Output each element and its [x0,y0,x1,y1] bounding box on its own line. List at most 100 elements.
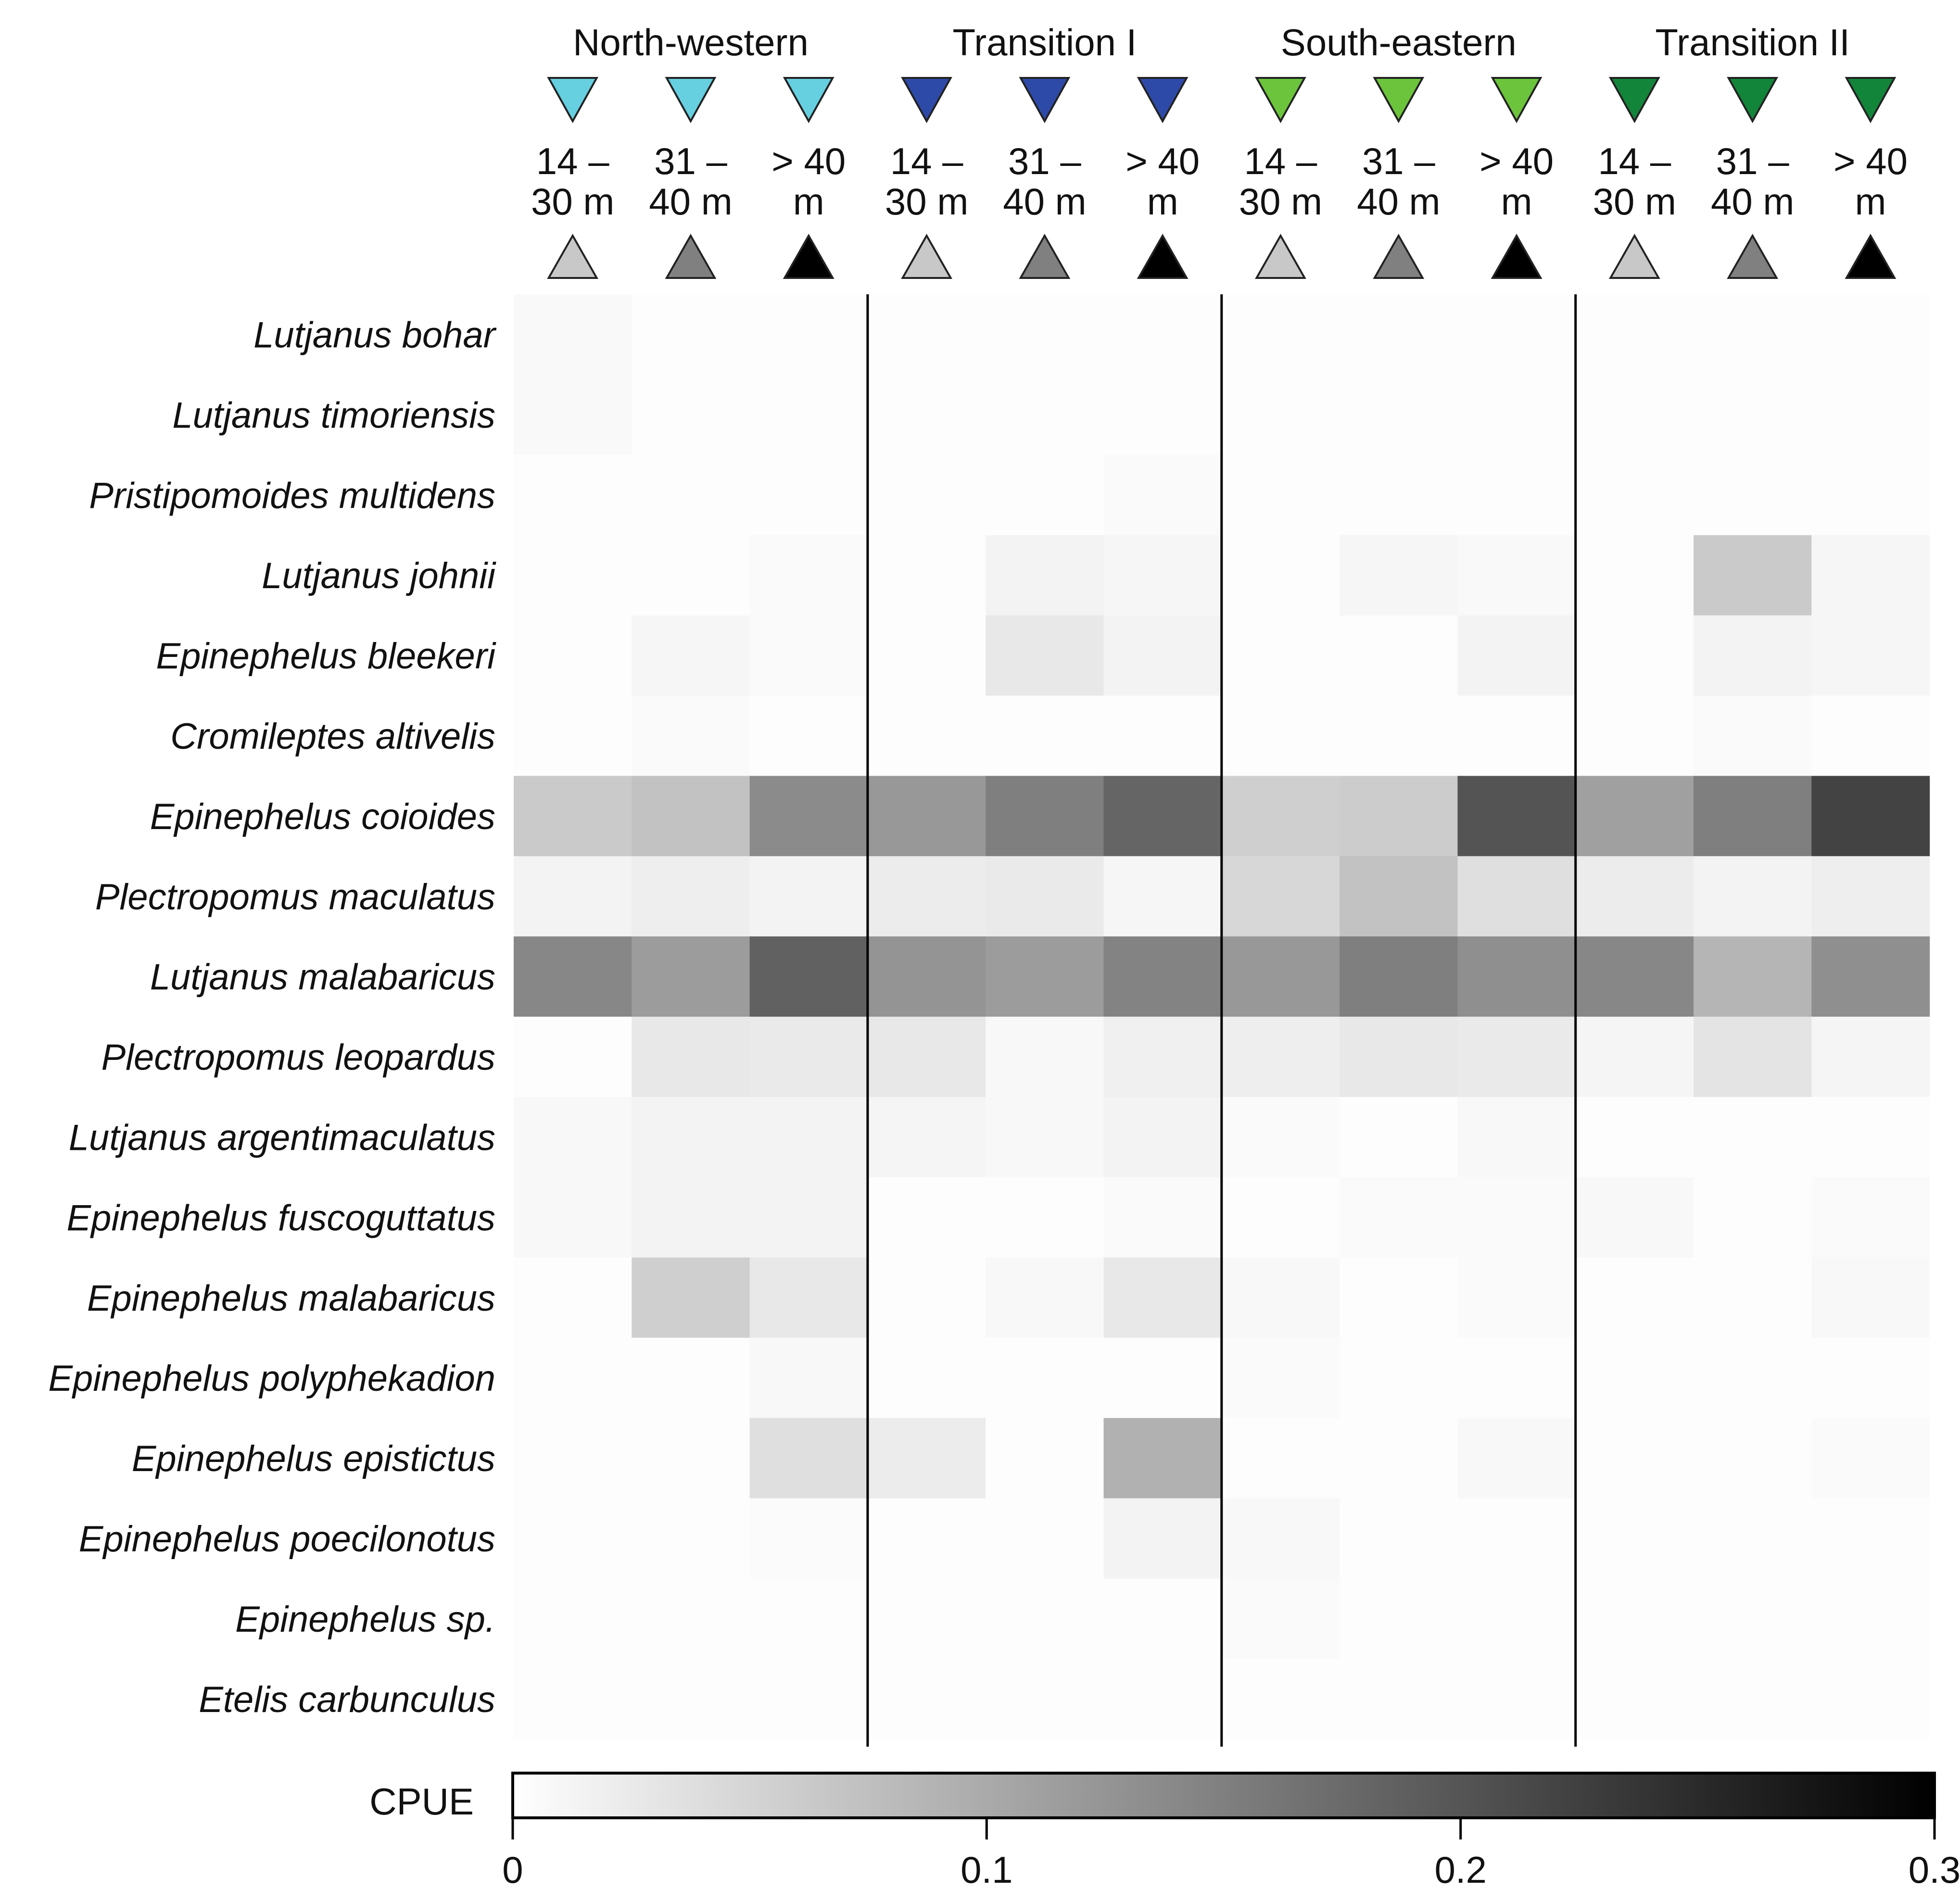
heatmap-cell [867,1337,986,1419]
heatmap-cell [1694,1177,1812,1258]
region-marker-triangle [1491,77,1543,124]
heatmap-cell [1694,454,1812,536]
heatmap-cell [1811,695,1930,776]
heatmap-cell [1694,294,1812,375]
heatmap-cell [514,1097,632,1178]
heatmap-cell [867,454,986,536]
heatmap-cell [1103,1017,1222,1097]
heatmap-cell [1221,294,1340,375]
heatmap-cell [1340,936,1458,1017]
heatmap-cell [632,1578,750,1659]
heatmap-cell [1575,374,1694,455]
heatmap-cell [1575,1257,1694,1338]
heatmap-cell [1457,1177,1576,1258]
heatmap-cell [1103,1659,1222,1739]
heatmap-cell [1221,1498,1340,1579]
heatmap-cell [986,374,1104,455]
heatmap-cell [1340,1578,1458,1659]
heatmap-cell [632,1257,750,1338]
heatmap-cell [867,856,986,937]
heatmap-cell [1457,1017,1576,1097]
heatmap-cell [1811,1337,1930,1419]
heatmap-cell [1575,615,1694,696]
heatmap-cell [632,936,750,1017]
depth-label: 14 –30 m [885,140,968,223]
heatmap-cell [986,776,1104,856]
heatmap-cell [1221,1418,1340,1499]
heatmap-cell [867,1017,986,1097]
species-label: Epinephelus bleekeri [156,636,496,677]
heatmap-cell [1457,936,1576,1017]
heatmap-cell [1221,1659,1340,1739]
region-label: South-eastern [1281,21,1517,63]
heatmap-cell [1575,1337,1694,1419]
heatmap-cell [1811,1017,1930,1097]
species-label: Lutjanus timoriensis [172,395,495,436]
heatmap-cell [867,936,986,1017]
heatmap-cell [749,1097,868,1178]
heatmap-cell [514,1659,632,1739]
heatmap-cell [1694,535,1812,616]
heatmap-cell [514,454,632,536]
heatmap-cell [1340,1257,1458,1338]
heatmap-cell [1811,856,1930,937]
species-label: Epinephelus malabaricus [87,1278,495,1319]
heatmap-cell [1575,535,1694,616]
heatmap-cell [1221,535,1340,616]
heatmap-cell [986,1578,1104,1659]
heatmap-cell [1694,695,1812,776]
heatmap-cell [1457,1418,1576,1499]
heatmap-cell [986,1498,1104,1579]
heatmap-cell [1103,1578,1222,1659]
heatmap-cell [1103,615,1222,696]
heatmap-cell [632,615,750,696]
heatmap-cell [1811,454,1930,536]
depth-marker-triangle [1491,233,1543,279]
heatmap-cell [632,1177,750,1258]
heatmap-cell [1221,1257,1340,1338]
region-label: Transition II [1655,21,1850,63]
heatmap-cell [867,615,986,696]
heatmap-cell [514,1498,632,1579]
species-label: Epinephelus polyphekadion [48,1358,495,1399]
heatmap-cell [1340,776,1458,856]
depth-label: > 40 m [771,140,846,223]
heatmap-cell [1694,1498,1812,1579]
depth-label: 31 –40 m [649,140,732,223]
species-label: Lutjanus malabaricus [150,957,495,998]
heatmap-cell [632,776,750,856]
region-marker-triangle [1255,77,1306,124]
region-marker-triangle [1373,77,1425,124]
column-header: North-western 14 –30 m 31 –40 m > 40 m Transi… [531,21,1908,279]
heatmap-cell [867,294,986,375]
heatmap-cell [1811,936,1930,1017]
depth-label: 31 –40 m [1711,140,1794,223]
heatmap-cell [986,1659,1104,1739]
heatmap-cell [1103,374,1222,455]
heatmap-cell [1694,1337,1812,1419]
heatmap-cell [514,1337,632,1419]
heatmap-cell [986,1017,1104,1097]
heatmap-cell [1811,535,1930,616]
heatmap-cell [867,1578,986,1659]
heatmap-cell [514,936,632,1017]
heatmap-cell [1694,1578,1812,1659]
heatmap-cell [1340,1177,1458,1258]
heatmap-cell [1221,1017,1340,1097]
heatmap-cell [867,374,986,455]
heatmap-cell [986,454,1104,536]
heatmap-cell [1103,454,1222,536]
heatmap-cell [1103,856,1222,937]
heatmap-cell [1575,1418,1694,1499]
heatmap-cell [1340,615,1458,696]
species-label: Plectropomus maculatus [95,877,495,918]
heatmap-cell [749,1418,868,1499]
heatmap-cell [1221,615,1340,696]
species-label: Lutjanus argentimaculatus [69,1117,495,1158]
depth-label: 31 –40 m [1003,140,1086,223]
heatmap-cell [749,776,868,856]
depth-marker-triangle [783,233,835,279]
heatmap-cell [867,535,986,616]
heatmap-cell [1811,1418,1930,1499]
heatmap-cell [632,1097,750,1178]
